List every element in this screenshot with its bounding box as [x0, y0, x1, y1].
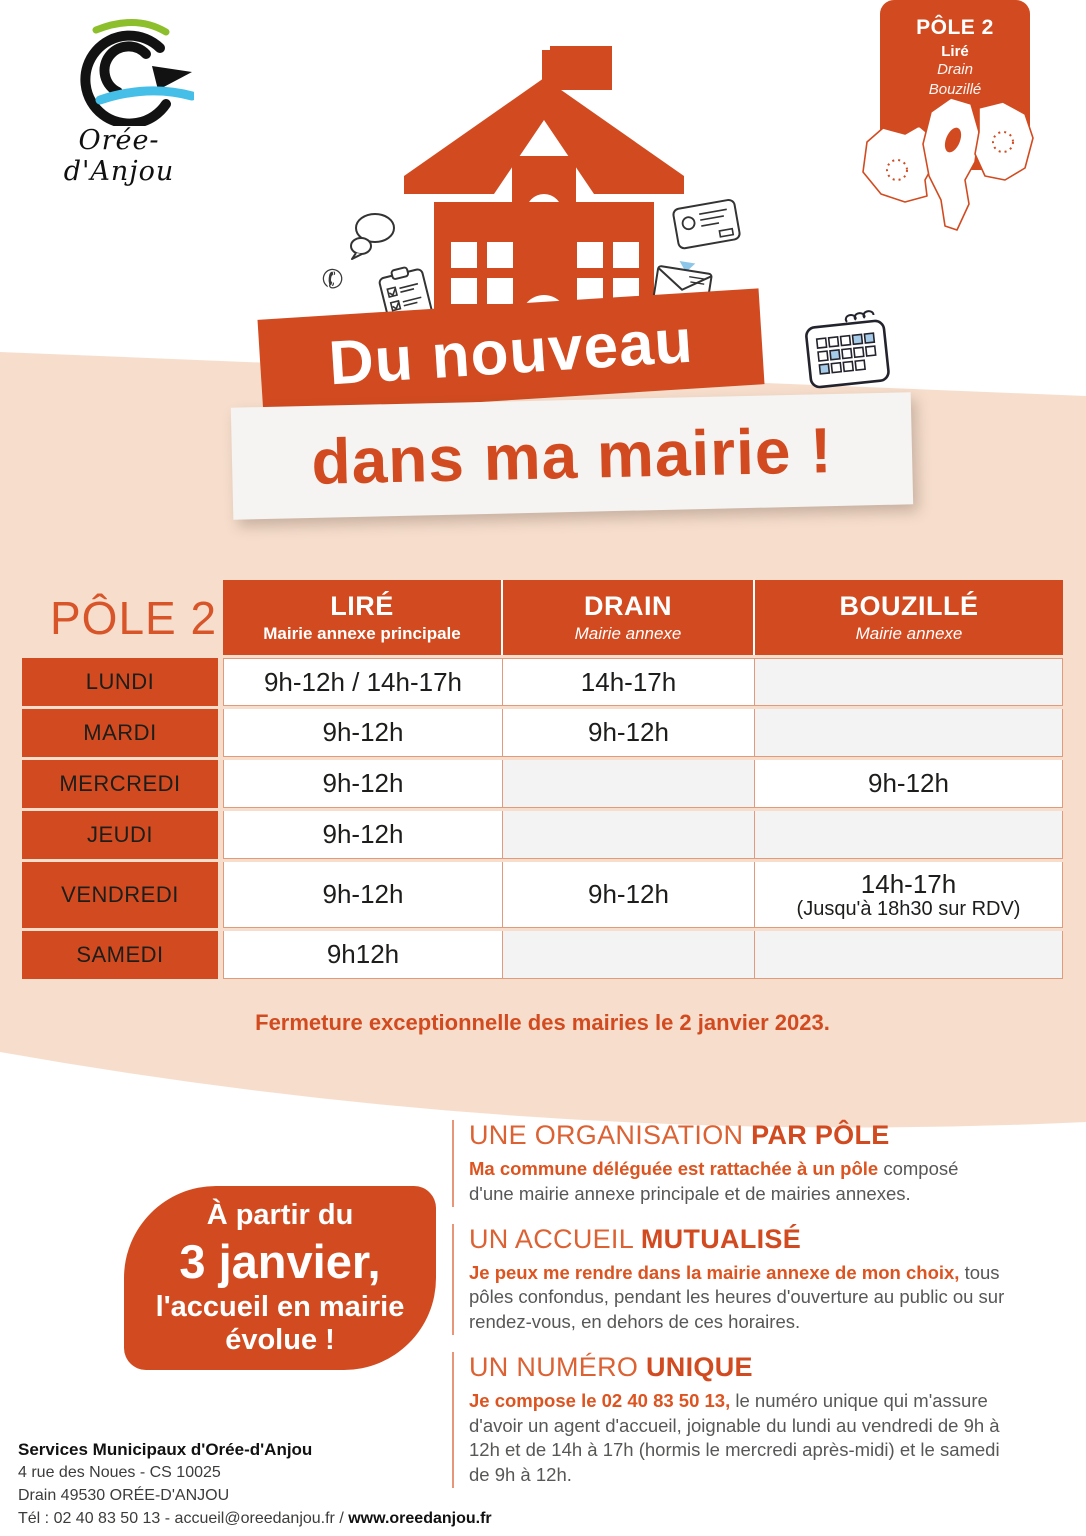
- section-paragraph: Je compose le 02 40 83 50 13, le numéro …: [469, 1389, 1008, 1488]
- footer-address-line2: Drain 49530 ORÉE-D'ANJOU: [18, 1486, 230, 1504]
- section-body: tous pôles confondus, pendant les heures…: [469, 1261, 1005, 1333]
- schedule-cell: [755, 931, 1063, 979]
- schedule-row-vendredi: VENDREDI 9h-12h 9h-12h 14h-17h (Jusqu'à …: [22, 862, 1063, 928]
- schedule-cell: 9h-12h: [223, 811, 503, 859]
- footer-address-line1: 4 rue des Noues - CS 10025: [18, 1464, 221, 1482]
- callout-line1: À partir du: [206, 1199, 354, 1231]
- section-heading-light: UNE ORGANISATION: [469, 1120, 752, 1150]
- schedule-cell: 9h-12h: [223, 709, 503, 757]
- section-paragraph: Ma commune déléguée est rattachée à un p…: [469, 1157, 1008, 1207]
- schedule-cell: [755, 811, 1063, 859]
- section-heading: UN NUMÉRO UNIQUE: [469, 1352, 1008, 1383]
- footer: Services Municipaux d'Orée-d'Anjou 4 rue…: [18, 1438, 492, 1530]
- callout-bubble: À partir du 3 janvier, l'accueil en mair…: [124, 1186, 436, 1370]
- column-header-lire: LIRÉ Mairie annexe principale: [223, 580, 503, 655]
- schedule-row-mercredi: MERCREDI 9h-12h 9h-12h: [22, 760, 1063, 808]
- calendar-icon: [805, 310, 890, 389]
- closure-notice: Fermeture exceptionnelle des mairies le …: [255, 1010, 830, 1035]
- schedule-corner-label: PÔLE 2: [50, 591, 218, 644]
- footer-contact-line: Tél : 02 40 83 50 13 - accueil@oreedanjo…: [18, 1508, 492, 1531]
- footer-org-name: Services Municipaux d'Orée-d'Anjou: [18, 1440, 313, 1459]
- schedule-cell: [503, 931, 755, 979]
- info-section-accueil: UN ACCUEIL MUTUALISÉ Je peux me rendre d…: [452, 1223, 1008, 1335]
- column-title: DRAIN: [584, 591, 672, 621]
- schedule-row-lundi: LUNDI 9h-12h / 14h-17h 14h-17h: [22, 658, 1063, 706]
- section-heading: UN ACCUEIL MUTUALISÉ: [469, 1224, 1008, 1255]
- section-lead: Je compose le 02 40 83 50 13,: [469, 1389, 731, 1411]
- callout-line4: évolue !: [225, 1324, 335, 1356]
- banner-primary-text: Du nouveau: [326, 306, 696, 398]
- callout-line3: l'accueil en mairie: [155, 1291, 405, 1323]
- pole-badge-commune-bouzille: Bouzillé: [928, 81, 982, 99]
- schedule-cell-note: (Jusqu'à 18h30 sur RDV): [796, 897, 1021, 920]
- day-label: JEUDI: [22, 811, 218, 859]
- schedule-cell: [755, 658, 1063, 706]
- column-header-drain: DRAIN Mairie annexe: [503, 580, 755, 655]
- column-title: LIRÉ: [330, 591, 394, 621]
- schedule-corner-cell: PÔLE 2: [22, 580, 218, 655]
- banner-secondary-text: dans ma mairie !: [310, 414, 834, 498]
- schedule-cell: [755, 709, 1063, 757]
- schedule-row-mardi: MARDI 9h-12h 9h-12h: [22, 709, 1063, 757]
- section-heading-bold: PAR PÔLE: [751, 1120, 890, 1150]
- info-section-numero: UN NUMÉRO UNIQUE Je compose le 02 40 83 …: [452, 1351, 1008, 1489]
- day-label: MERCREDI: [22, 760, 218, 808]
- callout-line2: 3 janvier,: [179, 1235, 381, 1288]
- column-header-bouzille: BOUZILLÉ Mairie annexe: [755, 580, 1063, 655]
- schedule-cell: 14h-17h: [503, 658, 755, 706]
- section-heading-light: UN ACCUEIL: [469, 1223, 641, 1254]
- info-section-organisation: UNE ORGANISATION PAR PÔLE Ma commune dél…: [452, 1120, 1008, 1207]
- schedule-cell: 9h-12h: [755, 760, 1063, 808]
- schedule-cell: 9h-12h: [223, 760, 503, 808]
- pole-badge-commune-lire: Liré: [941, 43, 969, 60]
- schedule-cell: 9h-12h / 14h-17h: [223, 658, 503, 706]
- schedule-cell: 9h-12h: [503, 862, 755, 928]
- schedule-cell: 14h-17h (Jusqu'à 18h30 sur RDV): [755, 862, 1063, 928]
- day-label: VENDREDI: [22, 862, 218, 928]
- schedule-cell: [503, 811, 755, 859]
- schedule-header-row: PÔLE 2 LIRÉ Mairie annexe principale DRA…: [22, 580, 1063, 655]
- pole-badge-commune-drain: Drain: [937, 61, 973, 78]
- column-subtitle: Mairie annexe: [855, 624, 963, 643]
- schedule-row-jeudi: JEUDI 9h-12h: [22, 811, 1063, 859]
- info-sections: UNE ORGANISATION PAR PÔLE Ma commune dél…: [452, 1120, 1008, 1505]
- day-label: LUNDI: [22, 658, 218, 706]
- footer-website: www.oreedanjou.fr: [348, 1509, 492, 1527]
- logo-mark: [80, 18, 197, 129]
- speech-bubble-icon: [350, 213, 395, 260]
- column-title: BOUZILLÉ: [839, 591, 979, 621]
- schedule-cell: 9h-12h: [503, 709, 755, 757]
- schedule-cell-value: 14h-17h: [860, 868, 957, 899]
- schedule-table: PÔLE 2 LIRÉ Mairie annexe principale DRA…: [22, 580, 1063, 982]
- oree-anjou-logo: Orée-d'Anjou: [34, 14, 204, 187]
- section-lead: Ma commune déléguée est rattachée à un p…: [469, 1158, 879, 1179]
- pole-badge-title: PÔLE 2: [916, 16, 994, 39]
- section-body: le numéro unique qui m'assure d'avoir un…: [469, 1389, 1000, 1486]
- schedule-cell: 9h12h: [223, 931, 503, 979]
- section-heading-bold: UNIQUE: [646, 1351, 753, 1382]
- communes-map: [862, 97, 1034, 231]
- column-subtitle: Mairie annexe principale: [263, 624, 461, 643]
- schedule-cell: 9h-12h: [223, 862, 503, 928]
- schedule-cell: [503, 760, 755, 808]
- section-lead: Je peux me rendre dans la mairie annexe …: [469, 1261, 960, 1283]
- footer-contact-text: Tél : 02 40 83 50 13 - accueil@oreedanjo…: [18, 1509, 349, 1527]
- id-card-icon: [672, 198, 741, 250]
- section-body: composé d'une mairie annexe principale e…: [469, 1158, 959, 1204]
- column-subtitle: Mairie annexe: [574, 624, 682, 643]
- section-heading: UNE ORGANISATION PAR PÔLE: [469, 1120, 1008, 1151]
- schedule-row-samedi: SAMEDI 9h12h: [22, 931, 1063, 979]
- section-heading-bold: MUTUALISÉ: [640, 1223, 802, 1254]
- day-label: SAMEDI: [22, 931, 218, 979]
- banner-secondary: dans ma mairie !: [230, 392, 914, 520]
- section-paragraph: Je peux me rendre dans la mairie annexe …: [469, 1261, 1008, 1335]
- section-heading-light: UN NUMÉRO: [469, 1351, 646, 1382]
- day-label: MARDI: [22, 709, 218, 757]
- logo-wordmark: Orée-d'Anjou: [63, 125, 175, 187]
